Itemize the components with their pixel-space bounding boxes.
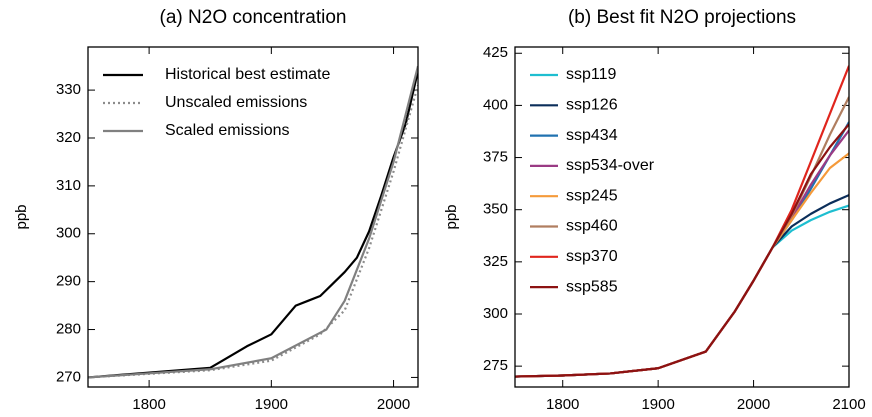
x-tick-label: 1900 [255, 396, 288, 413]
x-tick-label: 2000 [737, 396, 770, 413]
legend-label: ssp434 [566, 127, 618, 144]
legend-label: ssp460 [566, 218, 618, 235]
y-tick-label: 275 [483, 357, 508, 374]
legend-label: ssp534-over [566, 157, 655, 174]
y-tick-label: 280 [56, 321, 81, 338]
y-tick-label: 310 [56, 177, 81, 194]
panel: (a) N2O concentration ppb 1800 1900 2000 270 2… [13, 7, 419, 413]
legend-label: Historical best estimate [165, 66, 330, 83]
panel-title: (a) N2O concentration [160, 7, 347, 28]
y-tick-label: 400 [483, 96, 508, 113]
series-line [88, 70, 418, 379]
x-tick-label: 2100 [832, 396, 865, 413]
x-tick-label: 1800 [546, 396, 579, 413]
legend-label: Unscaled emissions [165, 94, 307, 111]
x-tick-label: 1800 [132, 396, 165, 413]
panel: (b) Best fit N2O projections ppb 1800 1900 2… [443, 7, 866, 413]
y-axis-label: ppb [443, 204, 460, 229]
x-tick-label: 2000 [377, 396, 410, 413]
y-tick-label: 350 [483, 201, 508, 218]
axes-frame [87, 46, 419, 388]
series-line [88, 85, 418, 379]
y-axis-label: ppb [13, 204, 30, 229]
series-line [515, 123, 849, 378]
plot-area [88, 65, 418, 379]
panel-title: (b) Best fit N2O projections [568, 7, 796, 28]
x-tick-label: 1900 [641, 396, 674, 413]
y-tick-label: 320 [56, 129, 81, 146]
legend-label: ssp126 [566, 97, 618, 114]
y-tick-label: 270 [56, 368, 81, 385]
legend-label: ssp585 [566, 278, 618, 295]
y-tick-label: 425 [483, 44, 508, 61]
plot-area [515, 65, 849, 378]
y-tick-label: 375 [483, 149, 508, 166]
legend-label: ssp245 [566, 187, 618, 204]
legend-label: ssp370 [566, 248, 618, 265]
legend-label: ssp119 [566, 66, 617, 83]
y-tick-label: 330 [56, 81, 81, 98]
series-line [88, 65, 418, 379]
y-tick-label: 300 [56, 225, 81, 242]
legend-label: Scaled emissions [165, 122, 290, 139]
axes-frame [514, 46, 850, 388]
y-tick-label: 325 [483, 253, 508, 270]
y-tick-label: 290 [56, 273, 81, 290]
y-tick-label: 300 [483, 305, 508, 322]
